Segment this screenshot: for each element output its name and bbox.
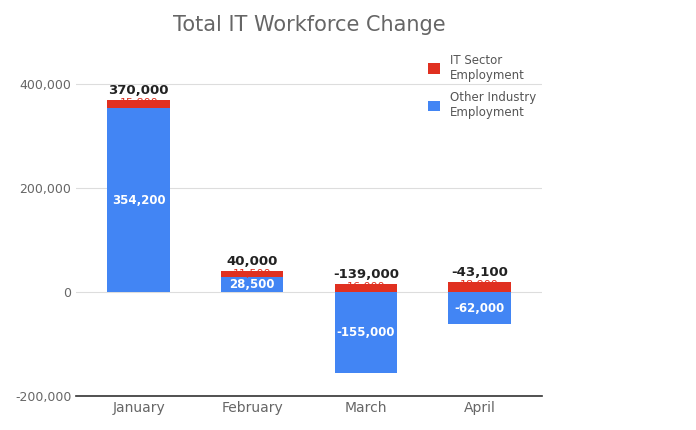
Text: 18,900: 18,900 bbox=[460, 280, 499, 290]
Text: 16,000: 16,000 bbox=[347, 282, 385, 292]
Bar bbox=[448, 282, 511, 292]
Bar bbox=[221, 277, 283, 292]
Bar bbox=[221, 271, 283, 277]
Text: 354,200: 354,200 bbox=[112, 194, 166, 206]
Text: 370,000: 370,000 bbox=[109, 83, 169, 97]
Bar bbox=[448, 292, 511, 324]
Text: 28,500: 28,500 bbox=[230, 278, 275, 291]
Text: 15,800: 15,800 bbox=[120, 98, 158, 108]
Text: 11,500: 11,500 bbox=[233, 269, 271, 279]
Bar bbox=[335, 284, 397, 292]
Legend: IT Sector
Employment, Other Industry
Employment: IT Sector Employment, Other Industry Emp… bbox=[429, 54, 536, 119]
Title: Total IT Workforce Change: Total IT Workforce Change bbox=[173, 15, 445, 35]
Text: -62,000: -62,000 bbox=[454, 302, 505, 315]
Bar bbox=[107, 108, 170, 292]
Text: 40,000: 40,000 bbox=[227, 255, 278, 268]
Text: -139,000: -139,000 bbox=[333, 267, 399, 281]
Text: -155,000: -155,000 bbox=[337, 326, 395, 339]
Bar bbox=[335, 292, 397, 373]
Text: -43,100: -43,100 bbox=[451, 266, 508, 279]
Bar bbox=[107, 100, 170, 108]
